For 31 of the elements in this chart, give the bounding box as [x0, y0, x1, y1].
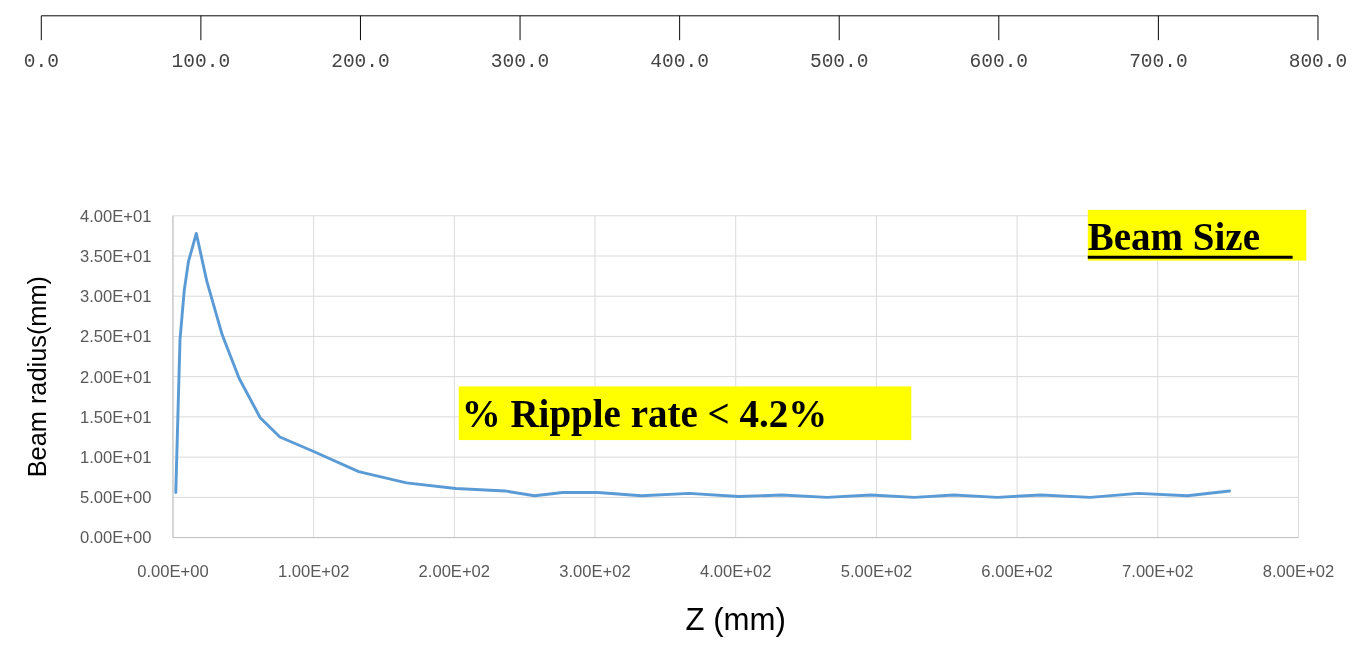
x2-tick-label: 600.0 — [969, 50, 1029, 73]
y-tick-label: 3.00E+01 — [80, 287, 152, 307]
y-tick-label: 2.50E+01 — [80, 327, 152, 347]
x2-tick-label: 300.0 — [490, 50, 550, 73]
x-tick-label: 3.00E+02 — [559, 561, 631, 581]
x2-tick-label: 500.0 — [809, 50, 869, 73]
x2-tick-label: 700.0 — [1129, 50, 1188, 73]
y-tick-label: 1.50E+01 — [80, 407, 152, 427]
x2-tick-label: 200.0 — [331, 50, 390, 73]
chart-title: Beam Size — [1087, 214, 1261, 258]
x2-tick-label: 100.0 — [171, 50, 231, 73]
x-tick-label: 0.00E+00 — [137, 561, 209, 581]
y-tick-label: 1.00E+01 — [80, 447, 152, 467]
x-tick-label: 5.00E+02 — [840, 561, 913, 581]
y-axis-title: Beam radius(mm) — [23, 275, 52, 478]
y-tick-label: 0.00E+00 — [80, 528, 152, 548]
annotation: % Ripple rate < 4.2% — [461, 392, 828, 437]
x2-tick-label: 0.0 — [23, 50, 59, 73]
x2-tick-label: 800.0 — [1288, 50, 1348, 73]
x2-tick-label: 400.0 — [650, 50, 709, 73]
x-tick-label: 6.00E+02 — [981, 561, 1053, 581]
x-tick-label: 2.00E+02 — [418, 561, 491, 581]
y-tick-label: 3.50E+01 — [80, 246, 152, 266]
y-tick-label: 2.00E+01 — [80, 367, 152, 387]
x-tick-label: 8.00E+02 — [1262, 561, 1335, 581]
x-tick-label: 7.00E+02 — [1122, 561, 1194, 581]
y-tick-label: 5.00E+00 — [80, 488, 152, 508]
x-axis-title: Z (mm) — [685, 602, 786, 638]
x-tick-label: 1.00E+02 — [277, 561, 350, 581]
y-tick-label: 4.00E+01 — [80, 206, 152, 226]
x-tick-label: 4.00E+02 — [699, 561, 772, 581]
